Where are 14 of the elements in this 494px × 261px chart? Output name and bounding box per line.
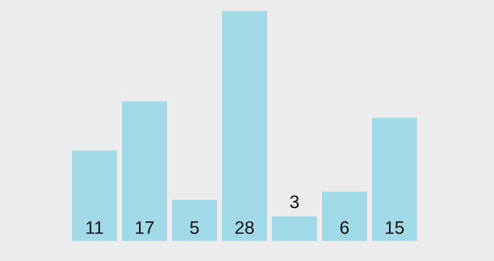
data-label: 6 — [340, 221, 349, 234]
bar — [322, 192, 367, 241]
bar — [272, 216, 317, 241]
bar — [372, 118, 417, 241]
data-label: 5 — [190, 221, 199, 234]
bar — [222, 11, 267, 241]
data-label: 28 — [235, 221, 254, 234]
bar — [72, 150, 117, 241]
data-label: 17 — [136, 221, 154, 234]
data-label: 3 — [290, 195, 299, 208]
bar — [172, 200, 217, 241]
data-label: 11 — [86, 221, 103, 234]
data-label: 15 — [386, 221, 404, 234]
bar — [122, 101, 167, 241]
